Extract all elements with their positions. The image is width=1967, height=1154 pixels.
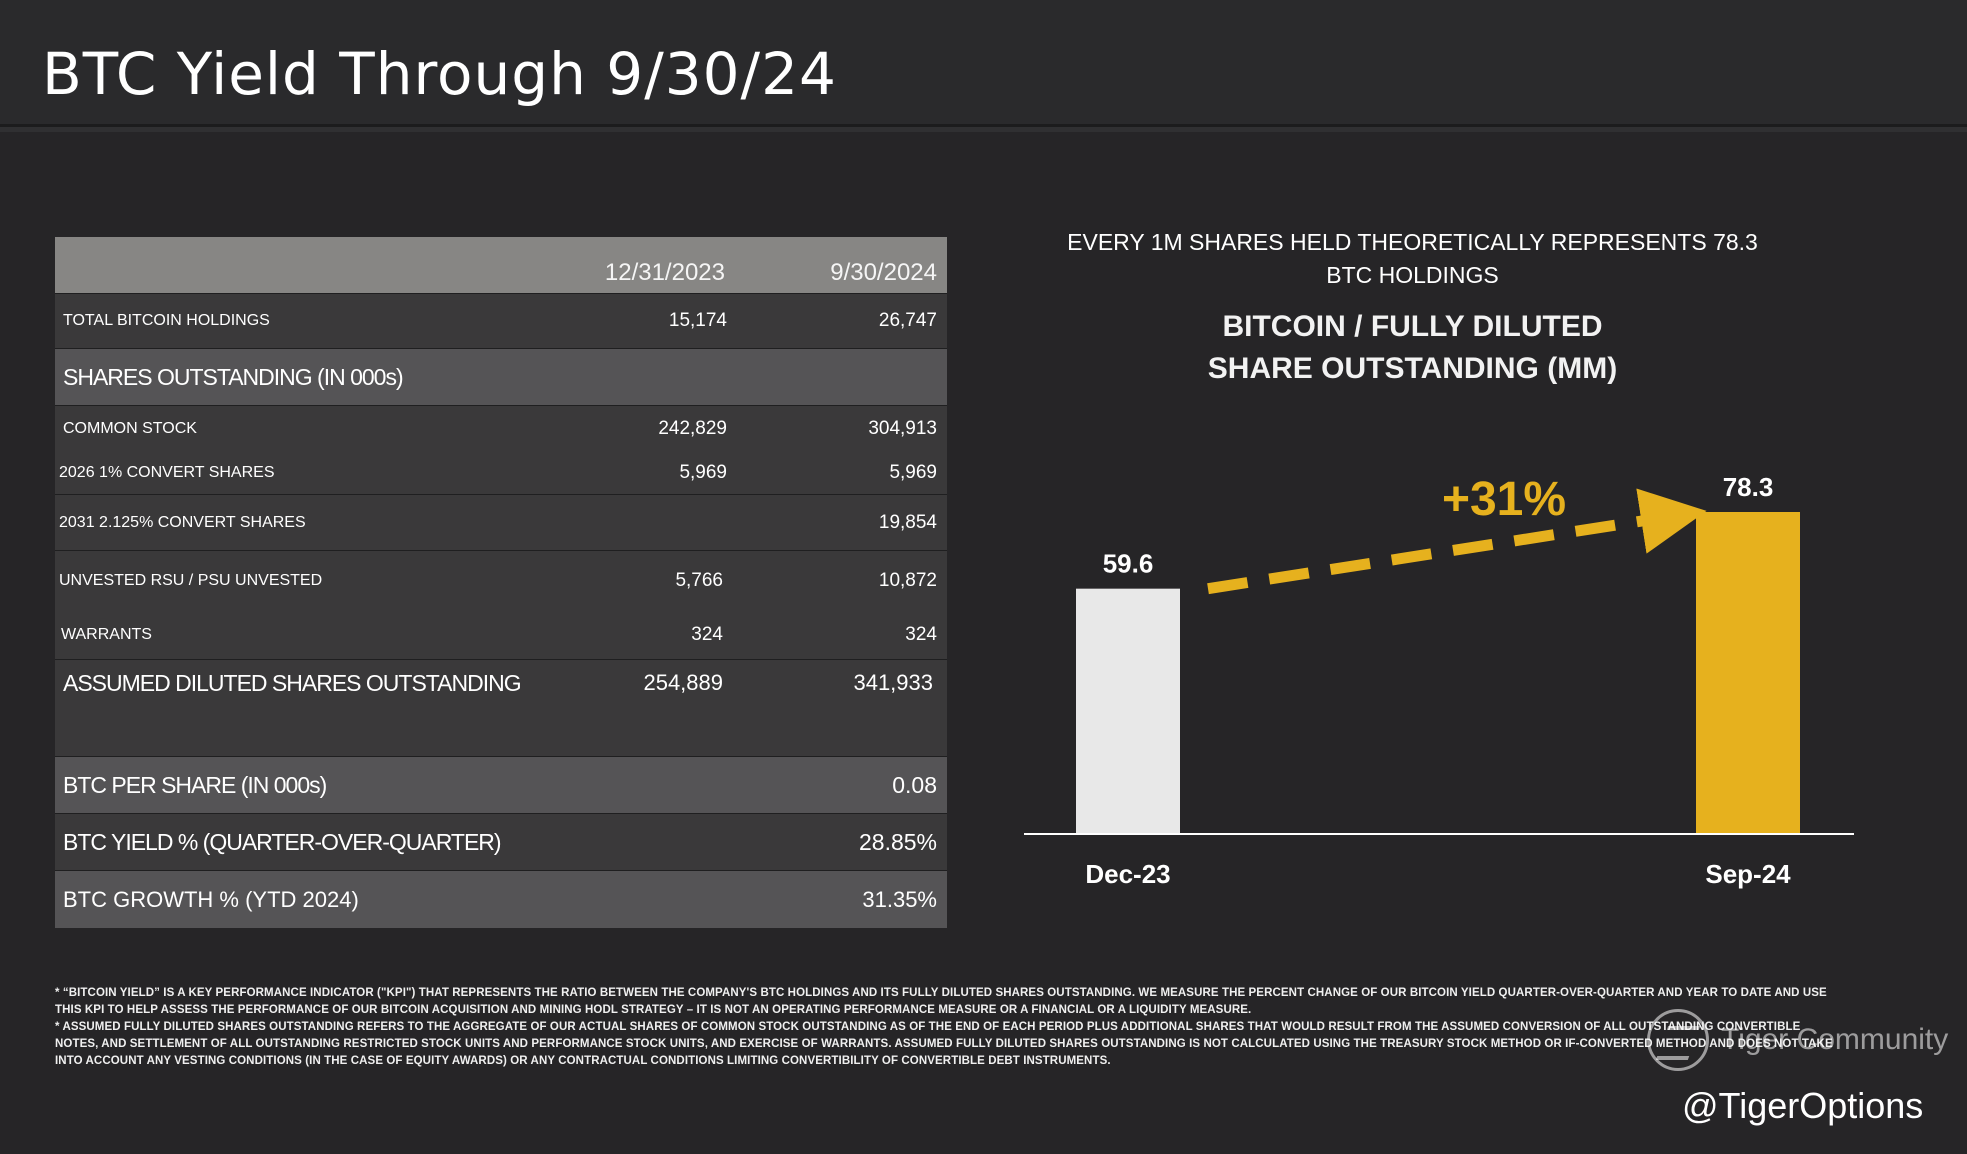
row-label: ASSUMED DILUTED SHARES OUTSTANDING <box>63 670 522 696</box>
chart-subtitle: EVERY 1M SHARES HELD THEORETICALLY REPRE… <box>1010 226 1815 292</box>
table-row: TOTAL BITCOIN HOLDINGS 15,174 26,747 <box>55 294 947 349</box>
chart-subtitle-line-2: BTC HOLDINGS <box>1326 262 1499 288</box>
growth-arrow <box>1207 488 1707 595</box>
data-label: 59.6 <box>1103 549 1154 579</box>
chart-title-line-2: SHARE OUTSTANDING (MM) <box>1207 352 1618 385</box>
row-label: BTC YIELD % (QUARTER-OVER-QUARTER) <box>63 828 502 855</box>
row-value-2024: 304,913 <box>868 418 937 439</box>
row-value-2023: 5,766 <box>675 570 723 591</box>
row-value-2024: 0.08 <box>892 771 937 798</box>
header-col-2023: 12/31/2023 <box>604 259 725 286</box>
bar-chart: 59.6 Dec-23 78.3 Sep-24 +31% <box>1024 472 1854 889</box>
footnote-bitcoin-yield: * “BITCOIN YIELD” IS A KEY PERFORMANCE I… <box>55 987 1827 1016</box>
row-label: TOTAL BITCOIN HOLDINGS <box>63 312 270 329</box>
chart-subtitle-line-1: EVERY 1M SHARES HELD THEORETICALLY REPRE… <box>1067 229 1758 255</box>
row-label: UNVESTED RSU / PSU UNVESTED <box>59 572 323 589</box>
row-label: 2031 2.125% CONVERT SHARES <box>59 513 306 531</box>
category-label: Dec-23 <box>1085 859 1170 889</box>
chart-title-line-1: BITCOIN / FULLY DILUTED <box>1222 310 1603 343</box>
row-label: COMMON STOCK <box>63 420 197 437</box>
table-header-row: 12/31/2023 9/30/2024 <box>55 237 947 294</box>
table-row: UNVESTED RSU / PSU UNVESTED 5,766 10,872 <box>55 551 947 611</box>
row-value-2023: 324 <box>691 624 723 645</box>
table-row: WARRANTS 324 324 <box>55 611 947 660</box>
row-value-2023: 242,829 <box>658 418 727 439</box>
table-row-total: ASSUMED DILUTED SHARES OUTSTANDING 254,8… <box>55 660 947 757</box>
row-value-2024: 19,854 <box>878 511 937 533</box>
chart-title: BITCOIN / FULLY DILUTED SHARE OUTSTANDIN… <box>1010 306 1815 390</box>
row-value-2023: 5,969 <box>679 462 727 483</box>
row-label: WARRANTS <box>61 626 152 643</box>
tiger-logo-icon <box>1647 1009 1709 1071</box>
watermark-text: Tiger Community <box>1721 1023 1949 1056</box>
row-value-2024: 26,747 <box>878 310 937 331</box>
row-label: SHARES OUTSTANDING (IN 000s) <box>63 363 404 390</box>
header-bar: BTC Yield Through 9/30/24 <box>0 0 1967 132</box>
page-title: BTC Yield Through 9/30/24 <box>42 40 837 108</box>
table-row-metric: BTC PER SHARE (IN 000s) 0.08 <box>55 757 947 814</box>
table-row-section: SHARES OUTSTANDING (IN 000s) <box>55 349 947 406</box>
bar-dec-23 <box>1076 588 1180 833</box>
row-label: BTC PER SHARE (IN 000s) <box>63 771 327 798</box>
table-row: COMMON STOCK 242,829 304,913 <box>55 406 947 452</box>
growth-annotation: +31% <box>1442 473 1566 526</box>
chart-area: EVERY 1M SHARES HELD THEORETICALLY REPRE… <box>1010 220 1950 920</box>
btc-yield-table: 12/31/2023 9/30/2024 TOTAL BITCOIN HOLDI… <box>55 237 947 928</box>
row-value-2024: 31.35% <box>862 886 937 912</box>
social-handle: @TigerOptions <box>1682 1085 1924 1126</box>
table-row-metric: BTC GROWTH % (YTD 2024) 31.35% <box>55 871 947 928</box>
row-value-2023: 15,174 <box>668 310 727 331</box>
row-value-2023: 254,889 <box>643 670 723 695</box>
data-label: 78.3 <box>1723 472 1774 502</box>
row-label: BTC GROWTH % (YTD 2024) <box>63 886 359 912</box>
footnote: * “BITCOIN YIELD” IS A KEY PERFORMANCE I… <box>55 985 1845 1070</box>
row-value-2024: 10,872 <box>878 570 937 591</box>
row-value-2024: 5,969 <box>889 462 937 483</box>
row-label: 2026 1% CONVERT SHARES <box>59 464 275 481</box>
category-label: Sep-24 <box>1705 859 1791 889</box>
row-value-2024: 341,933 <box>853 670 933 695</box>
header-col-2024: 9/30/2024 <box>830 259 937 286</box>
table-row-metric: BTC YIELD % (QUARTER-OVER-QUARTER) 28.85… <box>55 814 947 871</box>
row-value-2024: 324 <box>905 624 937 645</box>
table-row: 2031 2.125% CONVERT SHARES 19,854 <box>55 495 947 551</box>
watermark: Tiger Community <box>1645 1005 1949 1075</box>
row-value-2024: 28.85% <box>858 828 937 855</box>
bar-sep-24 <box>1696 512 1800 833</box>
footnote-diluted-shares: * ASSUMED FULLY DILUTED SHARES OUTSTANDI… <box>55 1021 1833 1067</box>
table-row: 2026 1% CONVERT SHARES 5,969 5,969 <box>55 452 947 495</box>
